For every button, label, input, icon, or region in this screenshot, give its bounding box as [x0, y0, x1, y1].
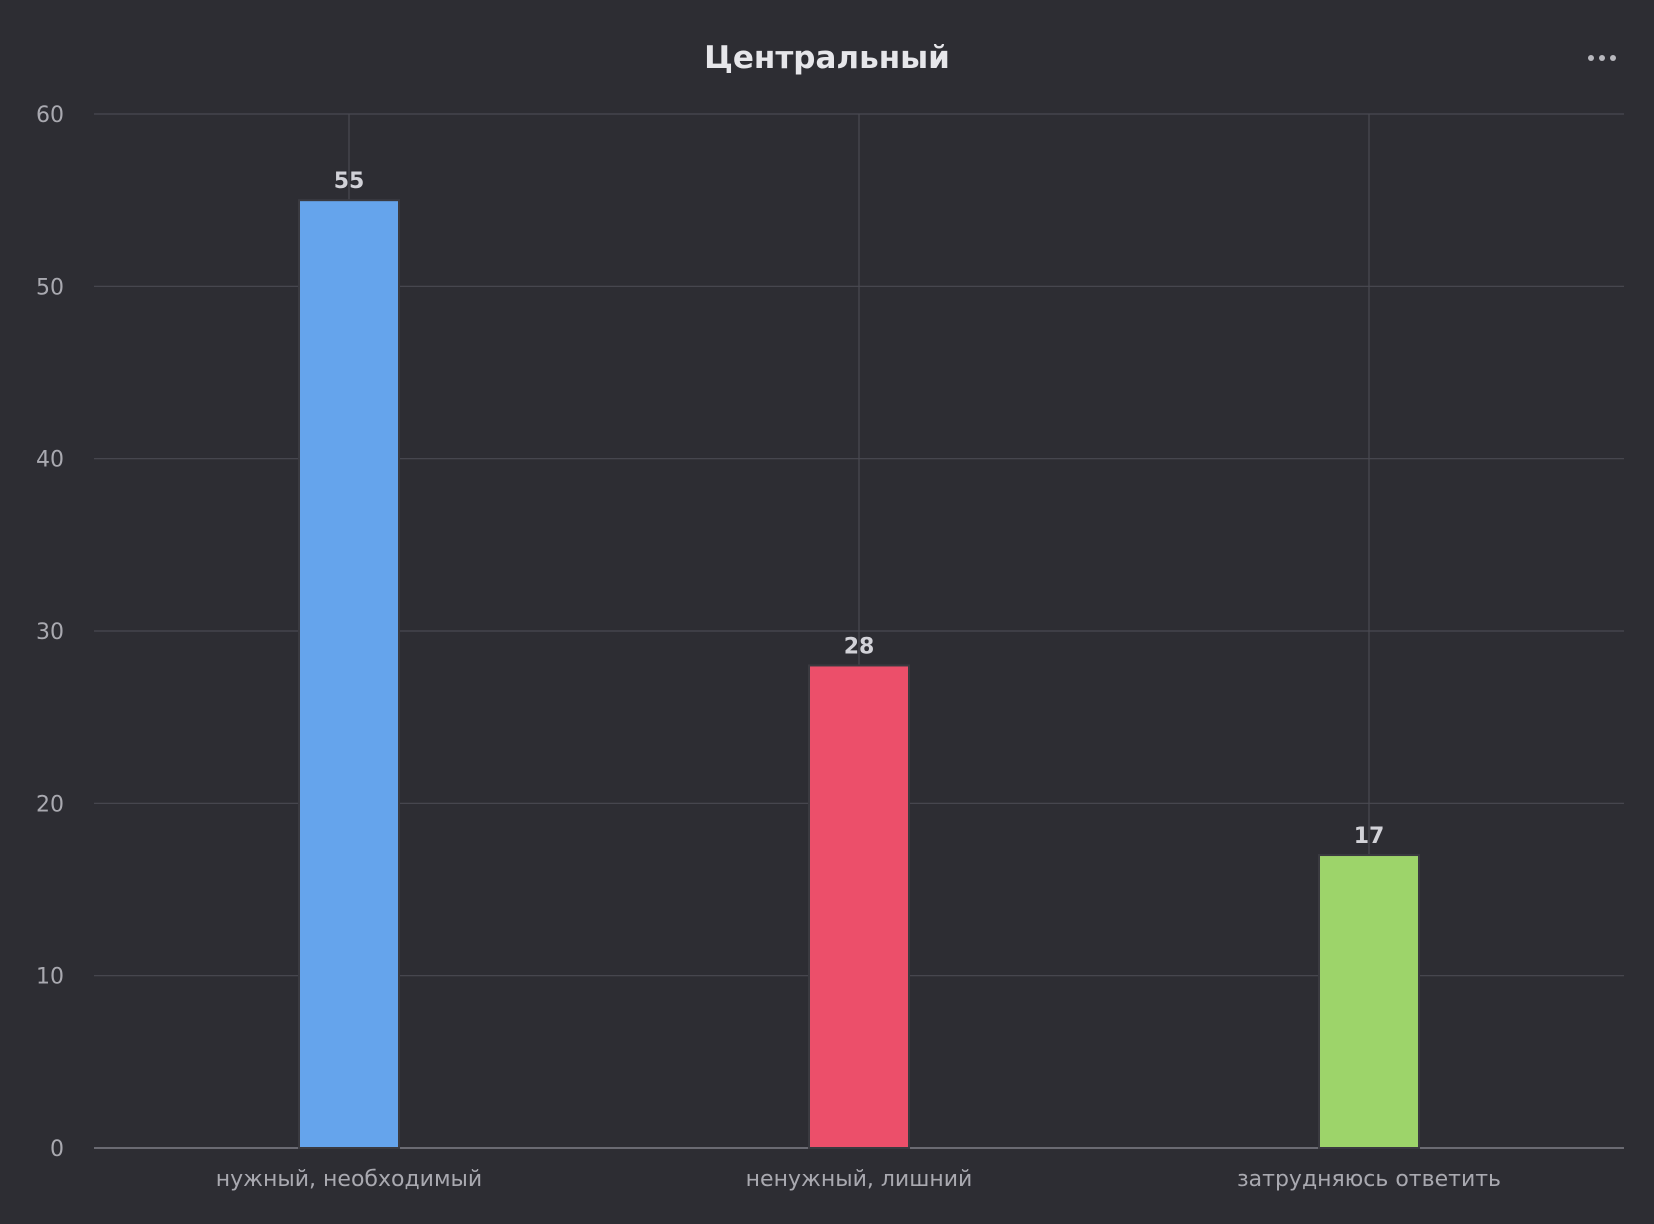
bar	[298, 199, 400, 1149]
y-tick-label: 50	[36, 275, 64, 300]
x-tick-label: нужный, необходимый	[216, 1167, 482, 1192]
y-tick-label: 60	[36, 103, 64, 128]
y-tick-label: 10	[36, 965, 64, 990]
y-tick-label: 30	[36, 620, 64, 645]
more-horizontal-icon-dot	[1599, 55, 1605, 61]
more-horizontal-icon-dot	[1610, 55, 1616, 61]
data-label: 17	[1354, 824, 1385, 849]
more-horizontal-icon	[1588, 55, 1594, 61]
y-tick-label: 20	[36, 792, 64, 817]
bar	[808, 664, 910, 1149]
y-tick-label: 40	[36, 448, 64, 473]
chart-title: Центральный	[704, 40, 950, 76]
data-label: 55	[334, 169, 365, 194]
x-tick-label: ненужный, лишний	[746, 1167, 973, 1192]
data-label: 28	[844, 634, 875, 659]
x-tick-label: затрудняюсь ответить	[1237, 1167, 1501, 1192]
bar	[1318, 854, 1420, 1149]
y-tick-label: 0	[50, 1137, 64, 1162]
more-options-button[interactable]	[1576, 42, 1628, 74]
